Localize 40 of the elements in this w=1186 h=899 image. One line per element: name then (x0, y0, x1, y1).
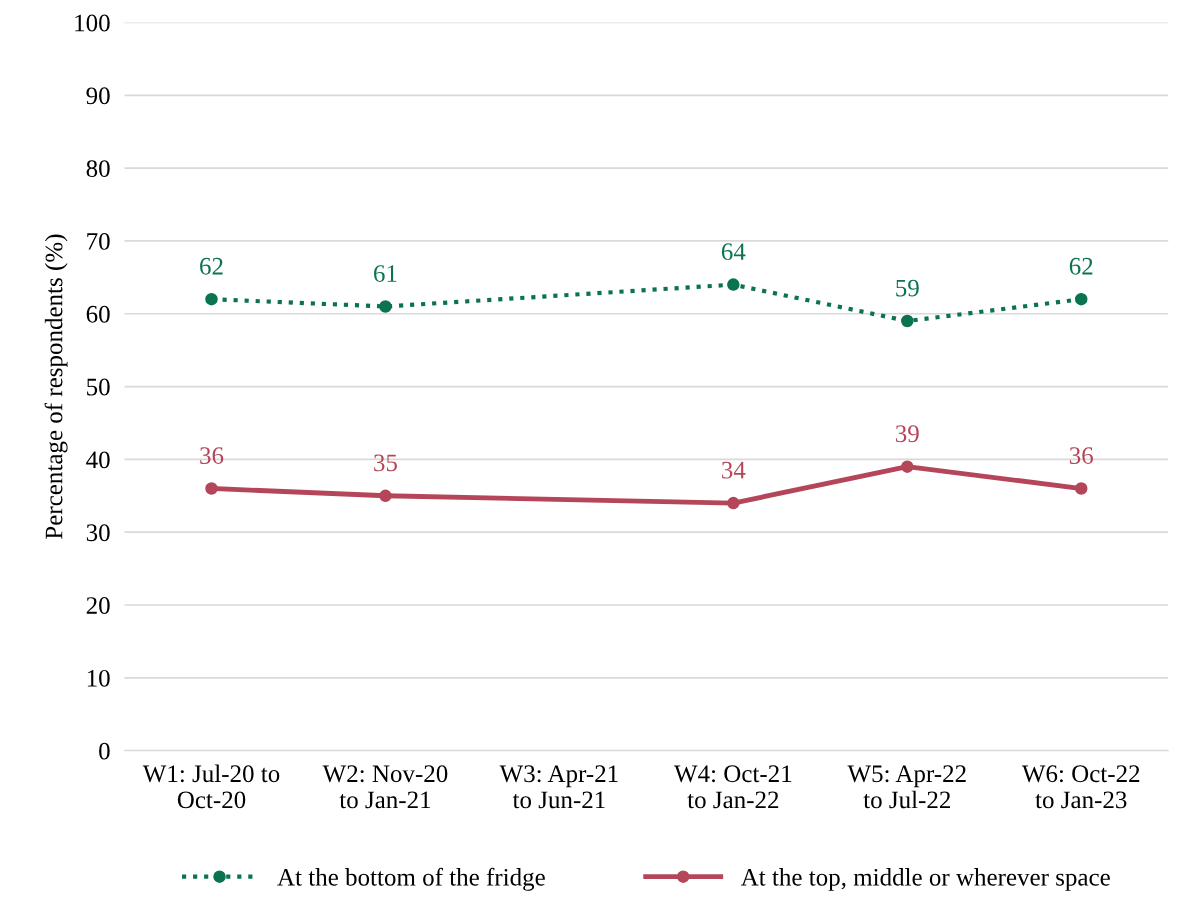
data-label: 62 (200, 257, 223, 275)
x-tick-label: W6: Oct-22 to Jan-23 (1021, 765, 1140, 809)
data-label: 36 (200, 447, 224, 464)
x-tick-label: W4: Oct-21 to Jan-22 (674, 765, 792, 809)
point (901, 314, 914, 328)
y-tick-label: 40 (86, 451, 110, 469)
legend-label: At the top, middle or wherever space (740, 868, 1110, 891)
x-tick-label: W2: Nov-20 to Jan-21 (322, 765, 448, 809)
y-axis-title: Percentage of respondents (%) (44, 234, 68, 539)
y-tick-label: 100 (75, 14, 110, 32)
point (901, 460, 914, 473)
point (379, 300, 392, 313)
point (1074, 292, 1088, 306)
y-tick-label: 20 (86, 597, 110, 614)
y-tick-label: 60 (86, 305, 110, 323)
point (727, 496, 740, 510)
x-tick-label: W3: Apr-21 to Jun-21 (499, 765, 618, 809)
data-label: 35 (374, 454, 397, 472)
data-label: 59 (896, 279, 919, 297)
y-tick-label: 30 (86, 524, 110, 542)
point (727, 278, 740, 291)
y-tick-label: 10 (87, 669, 110, 687)
y-tick-label: 70 (87, 232, 110, 250)
x-tick-label: W5: Apr-22 to Jul-22 (847, 765, 966, 809)
y-tick-label: 0 (99, 742, 110, 760)
y-tick-label: 90 (86, 87, 110, 105)
point (205, 292, 218, 306)
y-tick-label: 50 (87, 378, 110, 396)
data-label: 36 (1069, 447, 1093, 464)
legend-label: At the bottom of the fridge (277, 867, 545, 891)
point (1074, 482, 1088, 495)
x-tick-label: W1: Jul-20 to Oct-20 (142, 764, 280, 809)
data-label: 64 (721, 243, 746, 261)
data-label: 62 (1069, 257, 1093, 275)
y-tick-label: 80 (86, 160, 110, 178)
point (205, 482, 218, 495)
data-label: 39 (895, 425, 919, 443)
data-label: 61 (374, 265, 397, 282)
point (379, 489, 392, 503)
data-label: 34 (722, 461, 746, 479)
